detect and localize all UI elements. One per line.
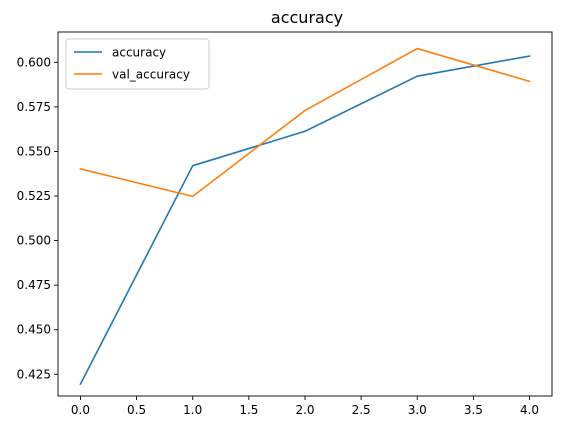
series-line-accuracy xyxy=(80,56,529,384)
y-tick-label: 0.450 xyxy=(17,323,51,337)
y-tick-label: 0.475 xyxy=(17,278,51,292)
x-tick-label: 2.5 xyxy=(352,403,371,417)
series-layer xyxy=(80,49,529,385)
x-tick-label: 1.0 xyxy=(183,403,202,417)
legend: accuracy val_accuracy xyxy=(66,39,209,89)
x-tick-label: 3.0 xyxy=(408,403,427,417)
y-tick-label: 0.525 xyxy=(17,189,51,203)
y-tick-label: 0.425 xyxy=(17,367,51,381)
chart-title: accuracy xyxy=(271,8,343,27)
y-tick-label: 0.575 xyxy=(17,100,51,114)
x-tick-label: 1.5 xyxy=(239,403,258,417)
axes-layer: 0.0 0.5 1.0 1.5 2.0 2.5 3.0 3.5 4.0 0.425 0.450 0.4… xyxy=(17,32,552,417)
x-tick-label: 3.5 xyxy=(464,403,483,417)
x-tick-label: 2.0 xyxy=(295,403,314,417)
x-tick-label: 0.0 xyxy=(71,403,90,417)
y-tick-label: 0.600 xyxy=(17,55,51,69)
legend-label-accuracy: accuracy xyxy=(112,46,166,60)
x-tick-label: 4.0 xyxy=(520,403,539,417)
legend-label-val-accuracy: val_accuracy xyxy=(112,68,190,82)
x-tick-label: 0.5 xyxy=(127,403,146,417)
y-tick-label: 0.500 xyxy=(17,234,51,248)
y-tick-label: 0.550 xyxy=(17,144,51,158)
